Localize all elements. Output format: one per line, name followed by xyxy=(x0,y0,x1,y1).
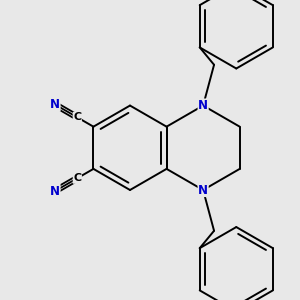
Text: N: N xyxy=(50,98,60,111)
Text: C: C xyxy=(73,112,81,122)
Text: N: N xyxy=(198,99,208,112)
Text: C: C xyxy=(73,173,81,183)
Text: N: N xyxy=(198,184,208,196)
Text: N: N xyxy=(50,184,60,198)
